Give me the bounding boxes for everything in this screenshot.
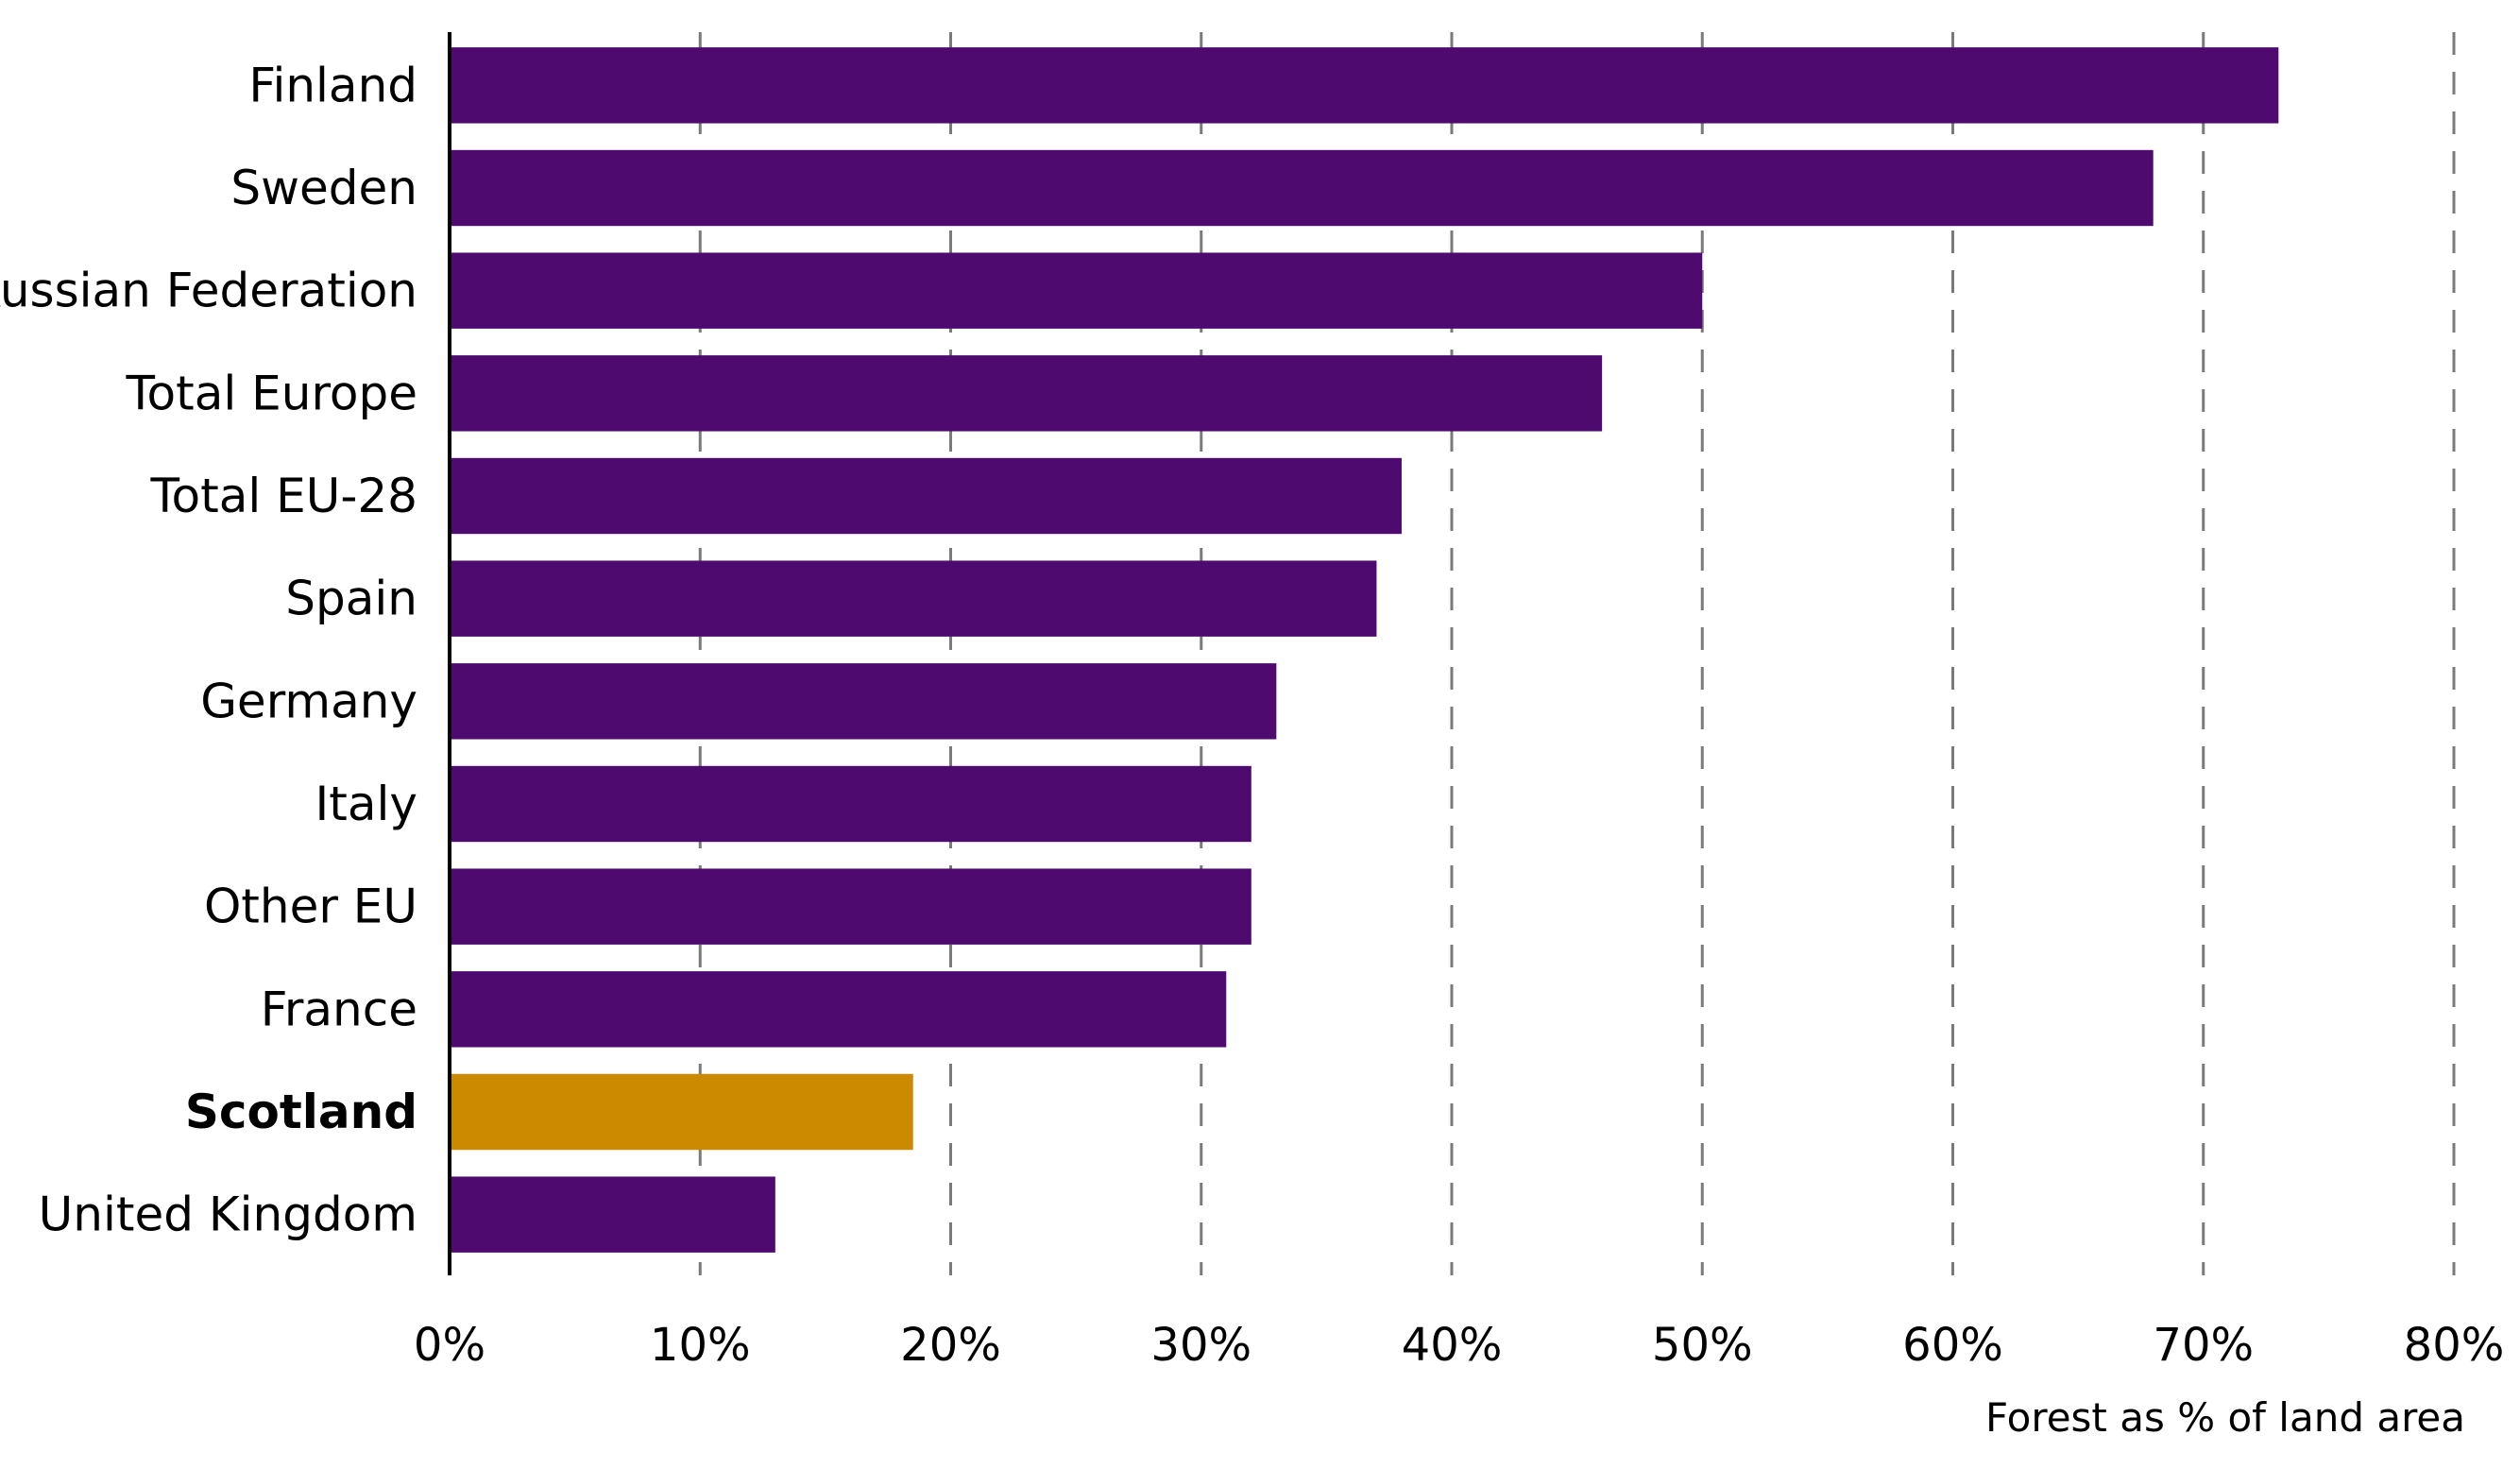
bar-russian-federation [450,252,1703,329]
x-tick-label: 70% [2153,1319,2254,1372]
category-label: Total EU-28 [149,469,417,523]
bar-france [450,971,1227,1048]
bar-italy [450,765,1251,843]
category-label: Italy [315,777,417,831]
category-label: Russian Federation [0,264,417,318]
bars [450,47,2279,1253]
category-label: United Kingdom [39,1187,417,1242]
bar-other-eu [450,868,1251,945]
x-tick-label: 20% [900,1319,1001,1372]
x-tick-label: 60% [1902,1319,2003,1372]
x-tick-label: 0% [414,1319,485,1372]
category-label: Other EU [204,880,417,934]
category-label: France [261,982,417,1036]
x-tick-label: 10% [650,1319,751,1372]
bar-total-eu-28 [450,457,1402,535]
category-labels: Finland Sweden Russian Federation Total Eur… [0,58,417,1241]
category-label: Total Europe [126,366,418,420]
bar-spain [450,560,1377,637]
bar-germany [450,663,1277,740]
category-label: Germany [200,674,417,728]
category-label: Scotland [185,1085,417,1139]
bar-scotland [450,1073,913,1151]
bar-total-europe [450,355,1603,432]
x-axis-title: Forest as % of land area [1985,1394,2465,1441]
bar-united-kingdom [450,1176,775,1253]
category-label: Sweden [230,161,417,215]
bar-sweden [450,149,2154,227]
bar-finland [450,47,2279,124]
category-label: Finland [248,58,417,112]
x-tick-label: 80% [2404,1319,2505,1372]
x-tick-label: 50% [1652,1319,1753,1372]
gridlines [698,32,2456,1275]
category-label: Spain [285,572,417,626]
x-tick-label: 30% [1150,1319,1251,1372]
x-tick-labels: 0% 10% 20% 30% 40% 50% 60% 70% 80% [414,1319,2504,1372]
x-tick-label: 40% [1402,1319,1503,1372]
